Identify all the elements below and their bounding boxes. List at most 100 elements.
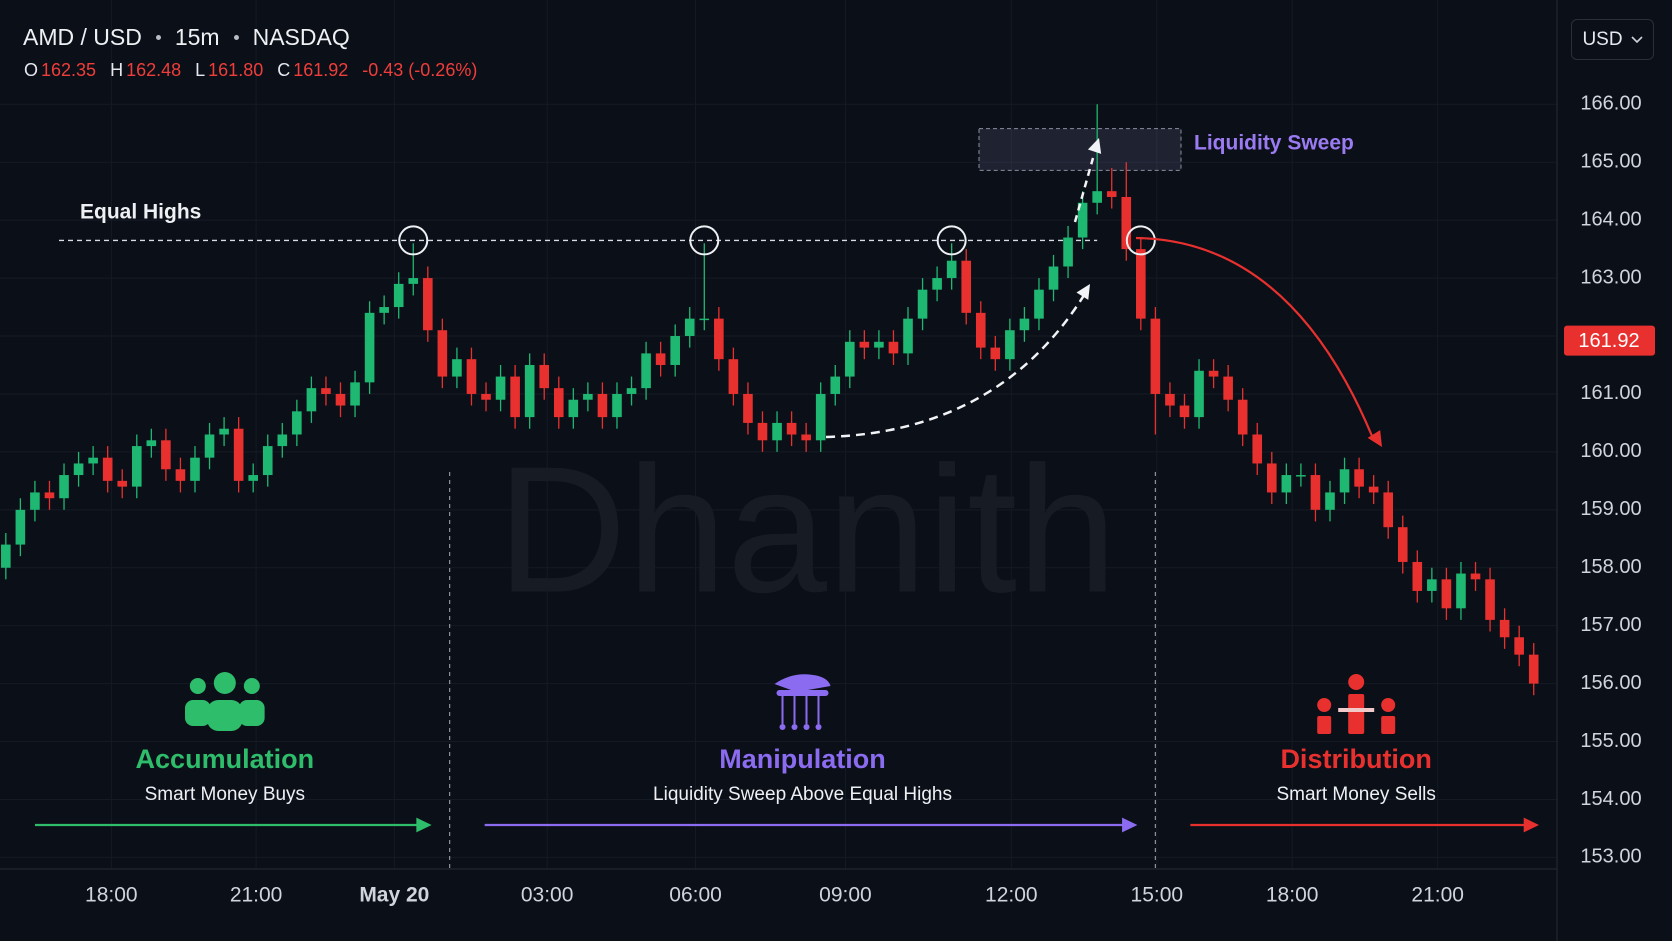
- ohlc-value: 162.35: [41, 60, 97, 80]
- change: -0.43 (-0.26%): [362, 60, 478, 80]
- currency-button[interactable]: USD: [1571, 19, 1654, 60]
- candle-body: [350, 382, 360, 406]
- candle-body: [524, 364, 535, 418]
- y-tick-label: 161.00: [1580, 382, 1641, 404]
- candle-body: [1063, 237, 1073, 267]
- candle-body: [1281, 475, 1292, 493]
- icon-dot: [791, 724, 798, 730]
- candle-body: [786, 422, 797, 435]
- candle-body: [1456, 573, 1466, 609]
- candle-body: [1485, 579, 1495, 620]
- phase-subtitle: Liquidity Sweep Above Equal Highs: [653, 784, 952, 805]
- candle-body: [990, 347, 1001, 360]
- candle-body: [423, 278, 433, 331]
- candle-body: [903, 318, 913, 354]
- candle-body: [815, 393, 826, 441]
- separator: [155, 35, 161, 40]
- candle-body: [102, 457, 113, 481]
- x-tick-label: 21:00: [230, 884, 283, 907]
- candle-body: [1077, 202, 1088, 238]
- candle-body: [612, 393, 622, 418]
- y-tick-label: 163.00: [1580, 266, 1641, 288]
- last-price-label: 161.92: [1578, 330, 1639, 352]
- candle-body: [626, 388, 637, 394]
- arrow-head: [1367, 430, 1382, 447]
- ohlc-item: L 161.80: [195, 60, 263, 81]
- candle-body: [1427, 579, 1437, 591]
- icon-body: [1348, 694, 1365, 734]
- candle-body: [1252, 434, 1263, 464]
- x-tick-label: 06:00: [669, 884, 722, 907]
- candle-body: [44, 492, 55, 499]
- currency: USD: [1582, 28, 1623, 50]
- candle-body: [175, 469, 186, 481]
- candle-body: [248, 475, 258, 481]
- candle-body: [262, 446, 273, 476]
- candle-body: [932, 278, 942, 290]
- candle-body: [845, 341, 855, 377]
- candle-body: [1208, 370, 1219, 377]
- icon-bar: [776, 690, 829, 696]
- candle-body: [1499, 619, 1510, 638]
- ohlc-value: 161.92: [293, 60, 349, 80]
- candle-body: [961, 260, 972, 313]
- equal-high-marker: [398, 225, 429, 256]
- y-tick-label: 159.00: [1580, 498, 1641, 520]
- candle-body: [888, 341, 899, 354]
- last-price-box: [1564, 325, 1655, 356]
- candle-body: [277, 434, 288, 447]
- candle-body: [131, 446, 142, 487]
- y-tick-label: 166.00: [1580, 93, 1641, 115]
- ohlc-key: L: [195, 60, 206, 80]
- x-tick-label: May 20: [359, 884, 429, 907]
- icon-head: [213, 672, 236, 694]
- sweep-label: Liquidity Sweep: [1194, 132, 1354, 155]
- y-tick-label: 164.00: [1580, 208, 1641, 230]
- phase-title: Accumulation: [136, 744, 315, 774]
- candle-body: [830, 376, 841, 394]
- candle-body: [597, 393, 608, 418]
- icon-dot: [815, 724, 822, 730]
- ohlc-key: O: [24, 60, 39, 80]
- equal-high-marker: [689, 225, 720, 256]
- equal-high-marker: [1125, 225, 1156, 256]
- candle-body: [321, 388, 331, 394]
- icon-head: [189, 678, 206, 694]
- arrow-head: [1076, 284, 1090, 300]
- icon-body: [185, 700, 211, 726]
- candle-body: [379, 307, 389, 313]
- candle-body: [1106, 191, 1117, 197]
- icon-body: [1381, 716, 1396, 734]
- candle-body: [452, 359, 462, 377]
- x-tick-label: 03:00: [521, 884, 574, 907]
- candle-body: [1179, 405, 1190, 418]
- candle-body: [1005, 330, 1015, 360]
- candle-body: [437, 330, 448, 377]
- ohlc-item: H 162.48: [110, 60, 181, 81]
- phase-icon: [1317, 674, 1396, 734]
- candle-body: [117, 480, 128, 487]
- candle-body: [1223, 376, 1233, 400]
- candle-body: [1339, 469, 1350, 493]
- interval[interactable]: 15m: [174, 24, 220, 50]
- icon-bar: [1338, 708, 1375, 712]
- candle-body: [408, 278, 419, 284]
- x-tick-label: 21:00: [1411, 884, 1464, 907]
- candle-body: [1470, 573, 1481, 580]
- sweep-zone: [978, 128, 1182, 171]
- ohlc-key: H: [110, 60, 124, 80]
- candle-body: [553, 388, 564, 418]
- candle-body: [466, 359, 477, 394]
- candle-body: [1048, 266, 1059, 290]
- ohlc-legend: O 162.35 H 162.48 L 161.80 C 161.92 -0.43 (-0.26…: [24, 60, 477, 81]
- y-tick-label: 160.00: [1580, 440, 1641, 462]
- candle-body: [728, 359, 739, 394]
- candle-body: [219, 428, 229, 435]
- candle-body: [772, 422, 782, 441]
- icon-dot: [803, 724, 810, 730]
- candle-body: [1310, 475, 1321, 510]
- candle-body: [917, 289, 928, 319]
- candle-body: [146, 440, 157, 447]
- candle-body: [292, 411, 302, 435]
